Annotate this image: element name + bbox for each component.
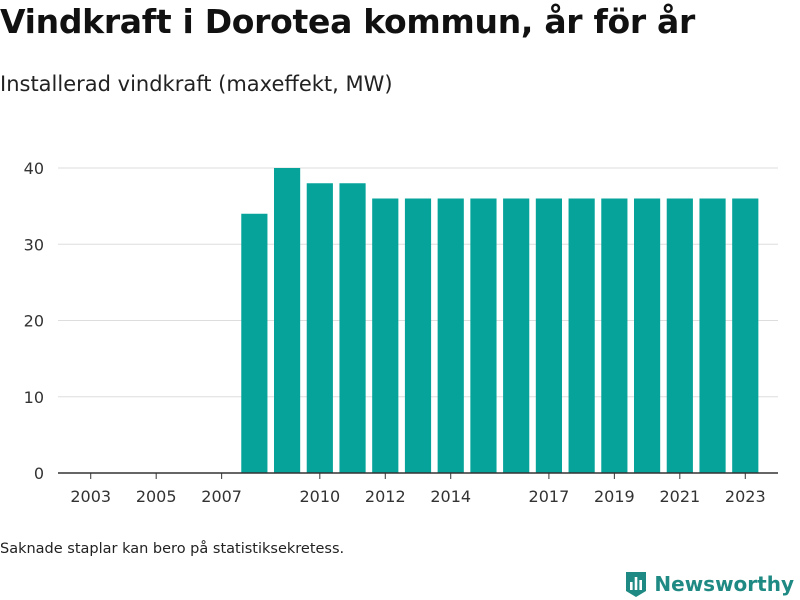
bar [699, 198, 726, 473]
y-axis-ticks: 0 10 20 30 40 [24, 159, 44, 483]
bar [601, 198, 628, 473]
chart-title: Vindkraft i Dorotea kommun, år för år [0, 2, 696, 41]
bar [306, 183, 333, 473]
bar [241, 213, 268, 473]
brand[interactable]: Newsworthy [624, 569, 794, 599]
x-tick-label: 2017 [529, 487, 570, 506]
x-tick-label: 2010 [299, 487, 340, 506]
y-tick-label: 0 [34, 464, 44, 483]
bar [339, 183, 366, 473]
bar [372, 198, 399, 473]
bar [634, 198, 661, 473]
bar [503, 198, 530, 473]
bar [535, 198, 562, 473]
newsworthy-logo-icon [626, 572, 647, 597]
bars [241, 168, 759, 473]
y-tick-label: 30 [24, 235, 44, 254]
bar [470, 198, 497, 473]
x-tick-label: 2007 [201, 487, 242, 506]
brand-name: Newsworthy [654, 572, 794, 596]
y-tick-label: 20 [24, 312, 44, 331]
y-tick-label: 40 [24, 159, 44, 178]
bar [274, 168, 301, 473]
x-tick-label: 2003 [70, 487, 111, 506]
x-tick-label: 2019 [594, 487, 635, 506]
x-tick-label: 2014 [430, 487, 471, 506]
x-tick-label: 2023 [725, 487, 766, 506]
x-tick-label: 2021 [659, 487, 700, 506]
bar [732, 198, 759, 473]
x-tick-label: 2005 [136, 487, 177, 506]
chart-subtitle: Installerad vindkraft (maxeffekt, MW) [0, 72, 393, 96]
x-tick-label: 2012 [365, 487, 406, 506]
y-tick-label: 10 [24, 388, 44, 407]
bar [666, 198, 693, 473]
bar [404, 198, 432, 473]
x-axis-ticks: 2003 2005 2007 2010 2012 2014 2017 2019 2021 2023 [70, 473, 766, 506]
bar [568, 198, 595, 473]
bar [437, 198, 464, 473]
footnote: Saknade staplar kan bero på statistiksek… [0, 541, 345, 557]
